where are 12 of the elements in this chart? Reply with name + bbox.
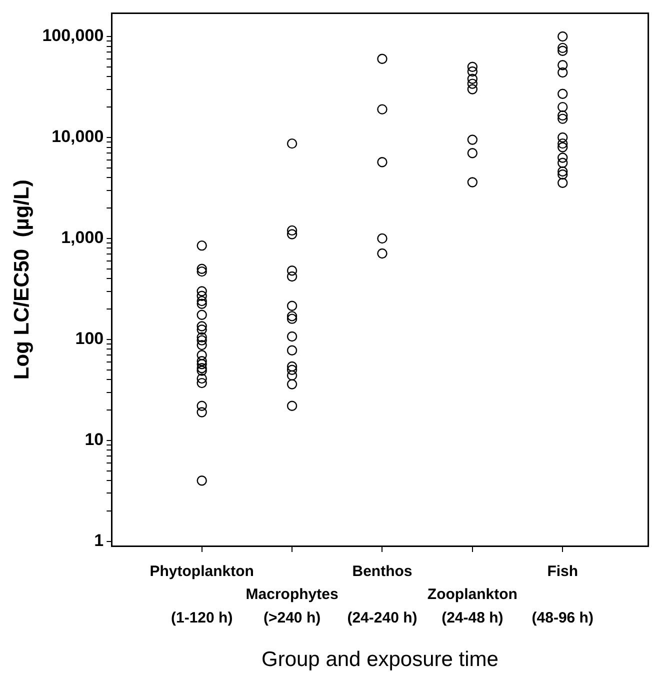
y-tick-label: 1,000 xyxy=(61,228,104,248)
y-axis-title: Log LC/EC50 (µg/L) xyxy=(10,180,34,380)
category-label: Benthos (24-240 h) xyxy=(347,562,418,626)
x-axis-title: Group and exposure time xyxy=(261,648,498,672)
y-tick-label: 10 xyxy=(84,430,104,450)
y-tick-label: 100 xyxy=(75,329,104,348)
y-tick-label: 100,000 xyxy=(42,26,104,46)
y-tick-label: 1 xyxy=(94,531,104,550)
x-tick-label: Zooplankton (24-48 h) xyxy=(427,586,518,626)
category-label: Fish (48-96 h) xyxy=(532,562,594,626)
x-tick-label: Macrophytes (>240 h) xyxy=(246,586,338,626)
y-tick-label: 10,000 xyxy=(52,127,104,146)
